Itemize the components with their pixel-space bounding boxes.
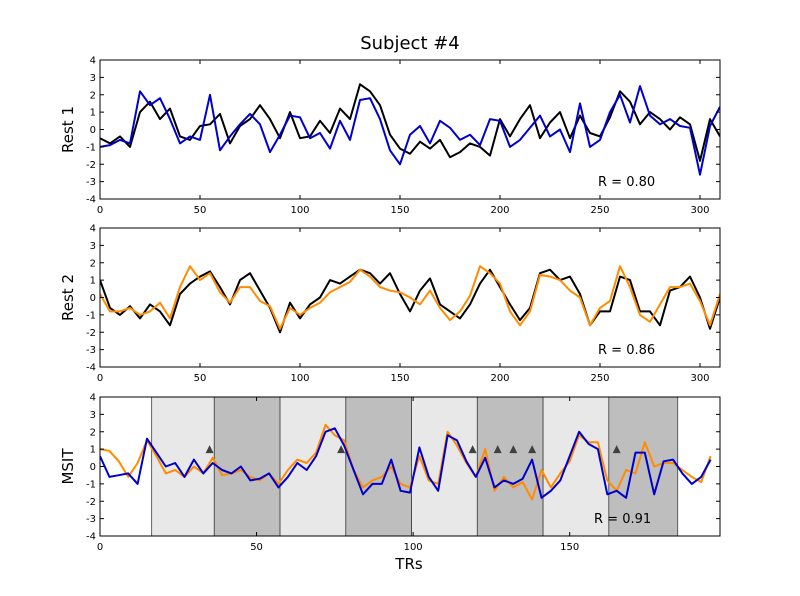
x-axis-label: TRs [394, 555, 423, 573]
y-tick-label: -2 [86, 497, 96, 508]
series-line-2 [100, 265, 720, 330]
x-tick-label: 200 [490, 205, 509, 216]
triangle-marker-2 [337, 445, 346, 454]
series-line-2 [100, 427, 712, 499]
y-tick-label: -2 [86, 328, 96, 339]
triangle-marker-5 [509, 445, 518, 454]
y-tick-label: -2 [86, 160, 96, 171]
y-tick-label: -1 [86, 479, 96, 490]
task-block-4 [345, 396, 412, 537]
task-block-5 [411, 396, 478, 537]
chart-title: Subject #4 [360, 33, 460, 54]
subplot-1: 0 50 100 150 200 250 300 -4 -3 -2 -1 0 1 2 3 4 Rest 1 R =… [59, 56, 721, 216]
correlation-annotation: R = 0.86 [598, 343, 655, 358]
y-tick-label: 3 [90, 241, 96, 252]
x-tick-label: 150 [390, 205, 409, 216]
x-tick-label: 0 [97, 542, 103, 553]
y-tick-label: 4 [90, 393, 96, 404]
x-tick-label: 250 [590, 205, 609, 216]
x-tick-label: 0 [97, 373, 103, 384]
series-group [100, 83, 720, 176]
y-tick-label: 4 [90, 56, 96, 67]
y-tick-label: 2 [90, 427, 96, 438]
triangle-marker-6 [528, 445, 537, 454]
series-group [100, 423, 712, 501]
y-tick-label: 0 [90, 125, 96, 136]
y-tick-label: -3 [86, 345, 96, 356]
x-tick-label: 150 [560, 542, 579, 553]
y-tick-label: 1 [90, 276, 96, 287]
series-line-1 [100, 268, 720, 334]
x-tick-label: 300 [690, 205, 709, 216]
y-tick-label: 3 [90, 410, 96, 421]
x-tick-label: 250 [590, 373, 609, 384]
task-block-2 [213, 396, 281, 537]
y-tick-label: -4 [86, 532, 96, 543]
correlation-annotation: R = 0.80 [598, 175, 655, 190]
task-block-8 [608, 396, 679, 537]
y-tick-label: 1 [90, 445, 96, 456]
triangle-marker-3 [468, 445, 477, 454]
x-tick-label: 50 [250, 542, 263, 553]
correlation-annotation: R = 0.91 [594, 512, 651, 527]
y-tick-label: 0 [90, 293, 96, 304]
triangle-marker-1 [205, 445, 214, 454]
y-tick-label: 4 [90, 224, 96, 235]
y-tick-label: -1 [86, 142, 96, 153]
x-tick-label: 200 [490, 373, 509, 384]
y-axis-label: Rest 2 [59, 274, 77, 321]
triangle-marker-7 [612, 445, 621, 454]
x-tick-label: 50 [194, 373, 207, 384]
y-tick-label: -3 [86, 177, 96, 188]
x-tick-label: 100 [404, 542, 423, 553]
series-group [100, 265, 720, 334]
y-tick-label: -4 [86, 195, 96, 206]
y-tick-label: 0 [90, 462, 96, 473]
y-tick-label: 1 [90, 108, 96, 119]
triangle-marker-4 [493, 445, 502, 454]
x-tick-label: 150 [390, 373, 409, 384]
x-tick-label: 100 [290, 373, 309, 384]
y-axis-label: Rest 1 [59, 106, 77, 153]
y-tick-label: -4 [86, 363, 96, 374]
x-tick-label: 0 [97, 205, 103, 216]
y-axis-label: MSIT [59, 448, 77, 485]
y-tick-label: 2 [90, 258, 96, 269]
x-tick-label: 300 [690, 373, 709, 384]
x-tick-label: 50 [194, 205, 207, 216]
y-tick-label: -3 [86, 514, 96, 525]
subplot-2: 0 50 100 150 200 250 300 -4 -3 -2 -1 0 1 2 3 4 Rest 2 R =… [59, 224, 721, 384]
y-tick-label: -1 [86, 310, 96, 321]
subplot-3: 0 50 100 150 -4 -3 -2 -1 0 1 2 3 4 MSIT TRs R = 0.91 [59, 393, 721, 573]
y-tick-label: 3 [90, 73, 96, 84]
series-line-2 [100, 85, 720, 176]
task-block-7 [542, 396, 610, 537]
y-tick-label: 2 [90, 90, 96, 101]
x-tick-label: 100 [290, 205, 309, 216]
